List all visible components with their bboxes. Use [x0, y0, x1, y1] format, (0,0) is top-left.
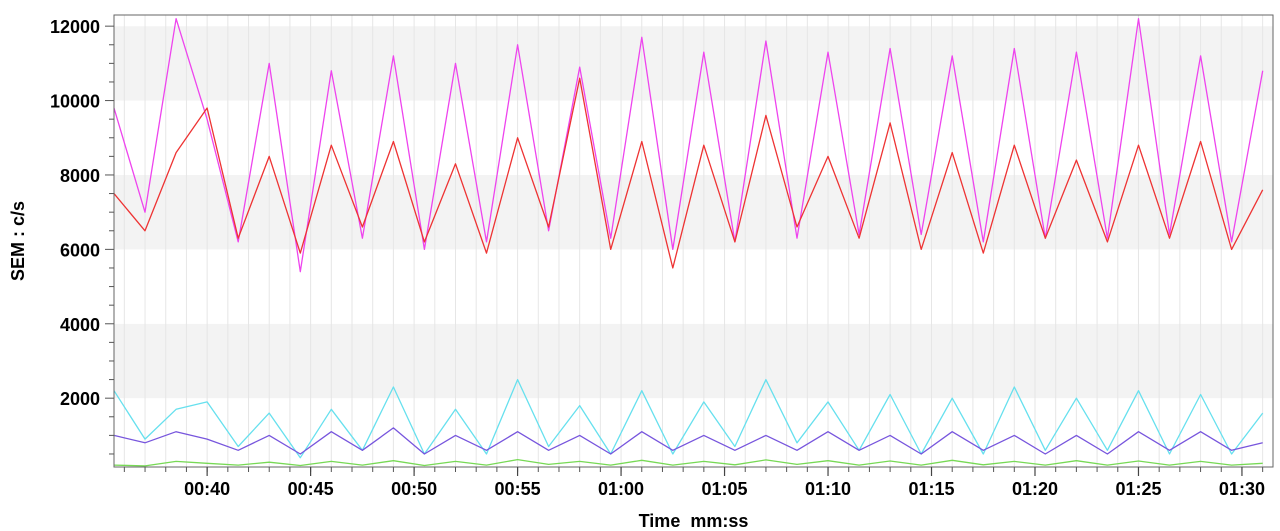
background-band [114, 100, 1273, 175]
series-lines [113, 18, 1264, 467]
grid-lines [123, 15, 1264, 467]
series-line [113, 77, 1264, 269]
y-tick-label: 6000 [60, 240, 100, 260]
x-tick-label: 01:25 [1115, 479, 1161, 499]
x-tick-label: 00:55 [495, 479, 541, 499]
background-band [114, 15, 1273, 27]
series-line [113, 427, 1263, 455]
x-tick-label: 01:20 [1012, 479, 1058, 499]
background-band [114, 26, 1273, 101]
background-band [114, 398, 1273, 467]
y-tick-label: 12000 [50, 17, 100, 37]
x-axis-title: Time mm:ss [639, 511, 749, 531]
y-tick-label: 8000 [60, 166, 100, 186]
series-line [113, 18, 1264, 273]
x-tick-label: 01:05 [702, 479, 748, 499]
y-axis-title: SEM : c/s [8, 201, 28, 281]
y-tick-label: 10000 [50, 92, 100, 112]
x-axis: 00:40 00:45 00:50 00:55 01:00 01:05 01:10 01:15… [123, 467, 1265, 499]
x-tick-label: 01:30 [1219, 479, 1265, 499]
x-tick-label: 00:45 [288, 479, 334, 499]
y-tick-label: 4000 [60, 315, 100, 335]
y-tick-label: 2000 [60, 389, 100, 409]
background-bands [114, 15, 1273, 467]
x-tick-label: 01:00 [598, 479, 644, 499]
plot-frame [113, 14, 1274, 468]
x-tick-label: 01:15 [908, 479, 954, 499]
series-line [113, 458, 1263, 467]
x-tick-label: 00:40 [184, 479, 230, 499]
x-tick-label: 00:50 [391, 479, 437, 499]
background-band [114, 323, 1273, 399]
background-band [114, 249, 1273, 324]
y-axis: 2000 4000 6000 8000 10000 12000 [50, 17, 114, 455]
x-tick-label: 01:10 [805, 479, 851, 499]
